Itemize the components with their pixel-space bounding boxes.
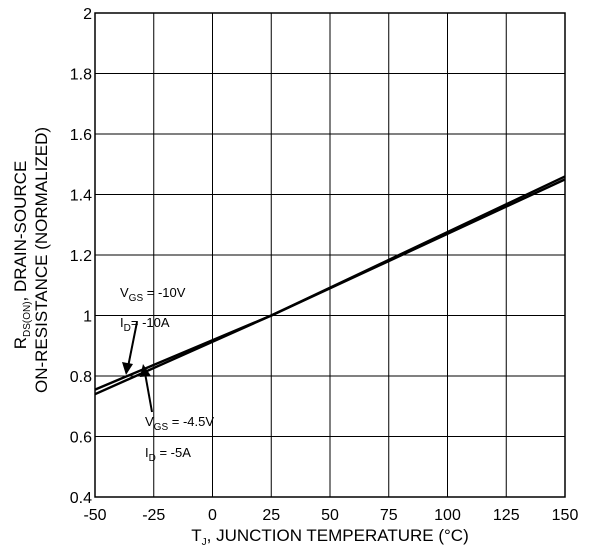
- annotation-id-5a: ID = -5A: [145, 445, 191, 464]
- y-tick-label: 2: [83, 6, 92, 23]
- annotation-arrowhead-1: [122, 362, 133, 375]
- y-tick-label: 0.8: [70, 369, 92, 386]
- x-axis-title: TJ, JUNCTION TEMPERATURE (°C): [191, 526, 469, 548]
- y-tick-label: 1.8: [70, 67, 92, 84]
- annotation-arrow-2: [144, 372, 153, 413]
- svg-text:ON-RESISTANCE (NORMALIZED): ON-RESISTANCE (NORMALIZED): [32, 127, 51, 393]
- x-tick-labels: -50 -25 0 25 50 75 100 125 150: [83, 507, 578, 524]
- y-tick-label: 0.6: [70, 430, 92, 447]
- annotation-series-2: VGS = -4.5V ID = -5A: [140, 364, 214, 464]
- x-tick-label: -25: [142, 507, 165, 524]
- plot-frame: [94, 12, 566, 498]
- annotation-vgs-4-5v: VGS = -4.5V: [145, 414, 214, 433]
- series-line-2: [94, 175, 566, 396]
- svg-text:RDS(ON), DRAIN-SOURCE: RDS(ON), DRAIN-SOURCE: [11, 161, 33, 350]
- x-tick-label: 0: [208, 507, 217, 524]
- annotation-arrow-1: [127, 321, 138, 368]
- x-tick-label: 100: [434, 507, 461, 524]
- y-tick-label: 1.2: [70, 248, 92, 265]
- y-axis-title-line-1: RDS(ON), DRAIN-SOURCE: [11, 161, 33, 350]
- annotation-series-1: VGS = -10V ID= -10A: [120, 285, 186, 375]
- y-tick-label: 1.4: [70, 188, 92, 205]
- x-tick-label: 25: [262, 507, 280, 524]
- y-tick-label: 0.4: [70, 490, 92, 507]
- x-tick-label: 75: [380, 507, 398, 524]
- x-tick-label: 125: [493, 507, 520, 524]
- x-tick-label: -50: [83, 507, 106, 524]
- annotation-id-10a: ID= -10A: [120, 315, 170, 334]
- annotation-vgs-10v: VGS = -10V: [120, 285, 186, 304]
- y-axis-title-line-2: ON-RESISTANCE (NORMALIZED): [32, 127, 51, 393]
- x-tick-label: 150: [552, 507, 579, 524]
- series-layer: [94, 175, 566, 396]
- y-tick-label: 1: [83, 309, 92, 326]
- annotation-arrowhead-2: [140, 364, 151, 377]
- y-tick-labels: 0.4 0.6 0.8 1 1.2 1.4 1.6 1.8 2: [70, 6, 92, 507]
- x-tick-label: 50: [321, 507, 339, 524]
- y-tick-label: 1.6: [70, 127, 92, 144]
